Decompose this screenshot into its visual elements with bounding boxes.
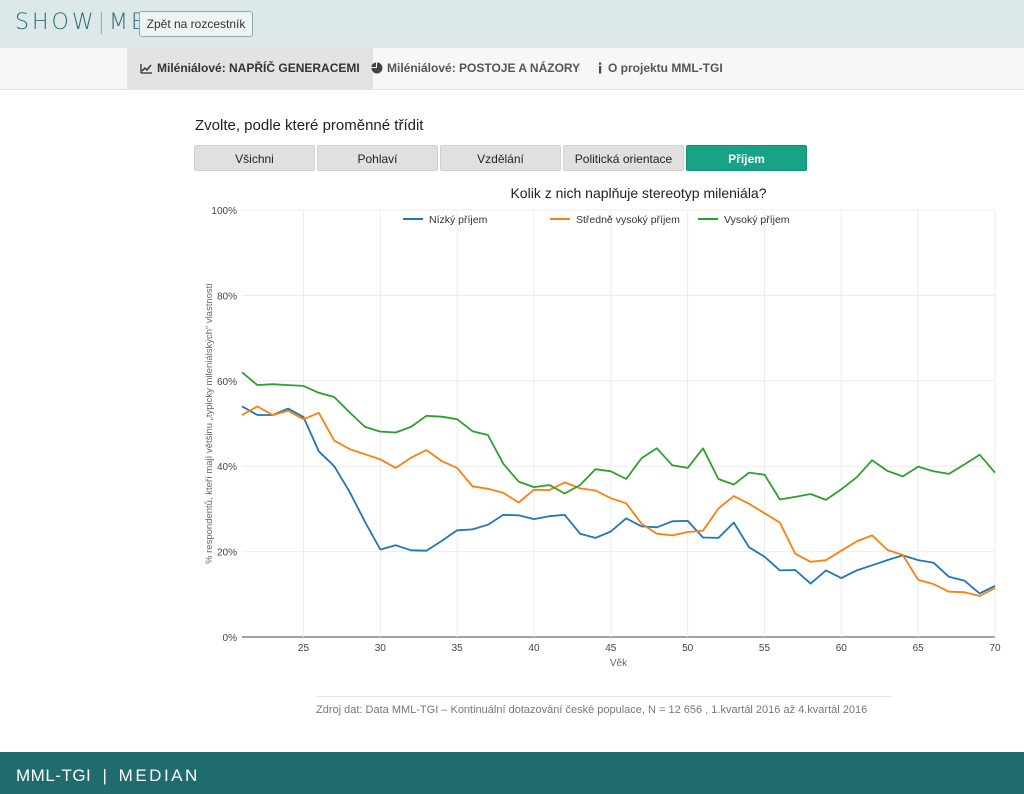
x-tick-label: 30 [375, 643, 387, 654]
legend-label: Nízký příjem [429, 214, 488, 226]
line-chart-icon [140, 64, 152, 74]
source-divider [316, 696, 891, 697]
series-line-0 [241, 405, 996, 595]
footer-brand: MML-TGI | MEDIAN [16, 766, 200, 786]
footer-left: MML-TGI [16, 766, 92, 785]
filter-political-button[interactable]: Politická orientace [563, 145, 684, 171]
logo-left: SHOW [15, 10, 97, 35]
y-axis-label: % respondentů, kteří mají většinu „typic… [204, 283, 215, 564]
chart-title: Kolik z nich naplňuje stereotyp mileniál… [510, 185, 766, 201]
top-bar: SHOW|ME Zpět na rozcestník [0, 0, 1024, 48]
series-line-2 [241, 371, 996, 501]
nav-bar: Miléniálové: NAPŘÍČ GENERACEMI Miléniálo… [0, 48, 1024, 90]
showme-logo[interactable]: SHOW|ME [15, 10, 148, 35]
info-icon [599, 62, 602, 74]
tab-label: O projektu MML-TGI [608, 61, 723, 75]
filter-gender-button[interactable]: Pohlaví [317, 145, 438, 171]
x-tick-label: 55 [759, 643, 771, 654]
x-axis-label: Věk [610, 658, 628, 669]
footer-right: MEDIAN [118, 766, 200, 785]
footer-bar [0, 752, 1024, 794]
y-tick-label: 100% [211, 206, 237, 217]
tab-attitudes-opinions[interactable]: Miléniálové: POSTOJE A NÁZORY [358, 48, 593, 89]
legend-label: Vysoký příjem [724, 214, 790, 226]
filter-income-button[interactable]: Příjem [686, 145, 807, 171]
pie-chart-icon [371, 62, 383, 74]
filter-education-button[interactable]: Vzdělání [440, 145, 561, 171]
tab-about-project[interactable]: O projektu MML-TGI [583, 48, 736, 89]
y-tick-label: 0% [223, 633, 238, 644]
legend-label: Středně vysoký příjem [576, 214, 680, 226]
tab-label: Miléniálové: NAPŘÍČ GENERACEMI [157, 61, 360, 75]
x-tick-label: 65 [913, 643, 925, 654]
filter-title: Zvolte, podle které proměnné třídit [195, 117, 424, 134]
logo-right: ME [109, 10, 148, 35]
footer-separator: | [102, 766, 108, 785]
tab-label: Miléniálové: POSTOJE A NÁZORY [387, 61, 581, 75]
back-to-hub-button[interactable]: Zpět na rozcestník [139, 11, 253, 37]
filter-all-button[interactable]: Všichni [194, 145, 315, 171]
line-chart[interactable]: 0% 20% 40% 60% 80% 100% 25 30 35 40 45 50 55 60 65 70 Ko… [195, 180, 1010, 680]
y-tick-label: 20% [217, 548, 237, 559]
y-tick-label: 80% [217, 291, 237, 302]
series-line-1 [241, 405, 996, 597]
y-tick-label: 40% [217, 462, 237, 473]
tab-across-generations[interactable]: Miléniálové: NAPŘÍČ GENERACEMI [127, 48, 373, 89]
x-tick-label: 70 [989, 643, 1001, 654]
x-tick-label: 45 [605, 643, 617, 654]
logo-separator: | [97, 10, 108, 35]
x-tick-label: 50 [682, 643, 694, 654]
x-tick-label: 35 [452, 643, 464, 654]
data-source-note: Zdroj dat: Data MML-TGI – Kontinuální do… [316, 704, 868, 716]
x-tick-label: 40 [528, 643, 540, 654]
chart-container: 0% 20% 40% 60% 80% 100% 25 30 35 40 45 50 55 60 65 70 Ko… [195, 180, 1010, 680]
x-tick-label: 60 [836, 643, 848, 654]
x-tick-label: 25 [298, 643, 310, 654]
y-tick-label: 60% [217, 377, 237, 388]
